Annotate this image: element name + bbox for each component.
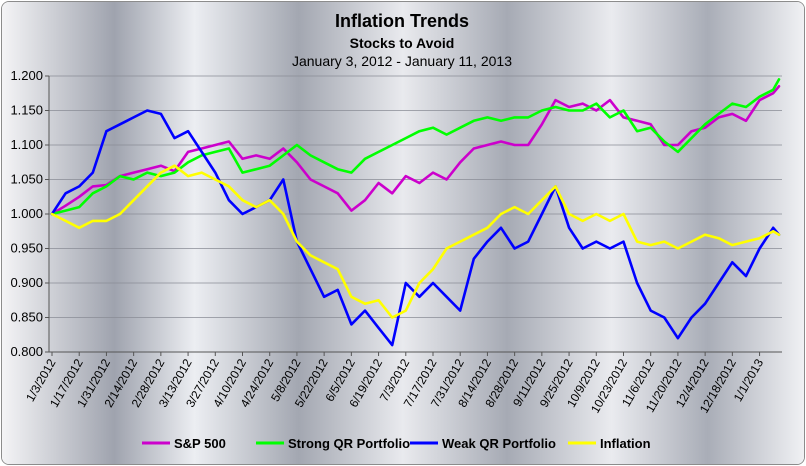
y-tick-label: 1.150 — [10, 103, 43, 118]
legend-label-3: Weak QR Portfolio — [442, 436, 556, 451]
y-tick-label: 0.900 — [10, 275, 43, 290]
chart-date-range: January 3, 2012 - January 11, 2013 — [292, 53, 512, 69]
y-tick-label: 1.000 — [10, 206, 43, 221]
y-tick-label: 1.100 — [10, 137, 43, 152]
y-tick-label: 0.800 — [10, 344, 43, 359]
y-tick-label: 0.950 — [10, 241, 43, 256]
y-tick-label: 1.200 — [10, 68, 43, 83]
chart-subtitle: Stocks to Avoid — [350, 35, 455, 51]
y-axis-ticks: 0.800 0.850 0.900 0.950 1.000 1.050 1.100 1.150… — [10, 68, 49, 359]
series-line-3 — [50, 109, 781, 347]
legend-label-2: Strong QR Portfolio — [288, 436, 410, 451]
y-tick-label: 0.850 — [10, 310, 43, 325]
series-lines — [50, 78, 781, 347]
legend-label-1: S&P 500 — [174, 436, 226, 451]
y-tick-label: 1.050 — [10, 172, 43, 187]
legend-label-4: Inflation — [600, 436, 651, 451]
series-line-2 — [50, 78, 781, 216]
chart-title: Inflation Trends — [335, 11, 469, 31]
series-line-4 — [50, 164, 781, 319]
legend: S&P 500 Strong QR Portfolio Weak QR Portfo… — [142, 436, 651, 451]
